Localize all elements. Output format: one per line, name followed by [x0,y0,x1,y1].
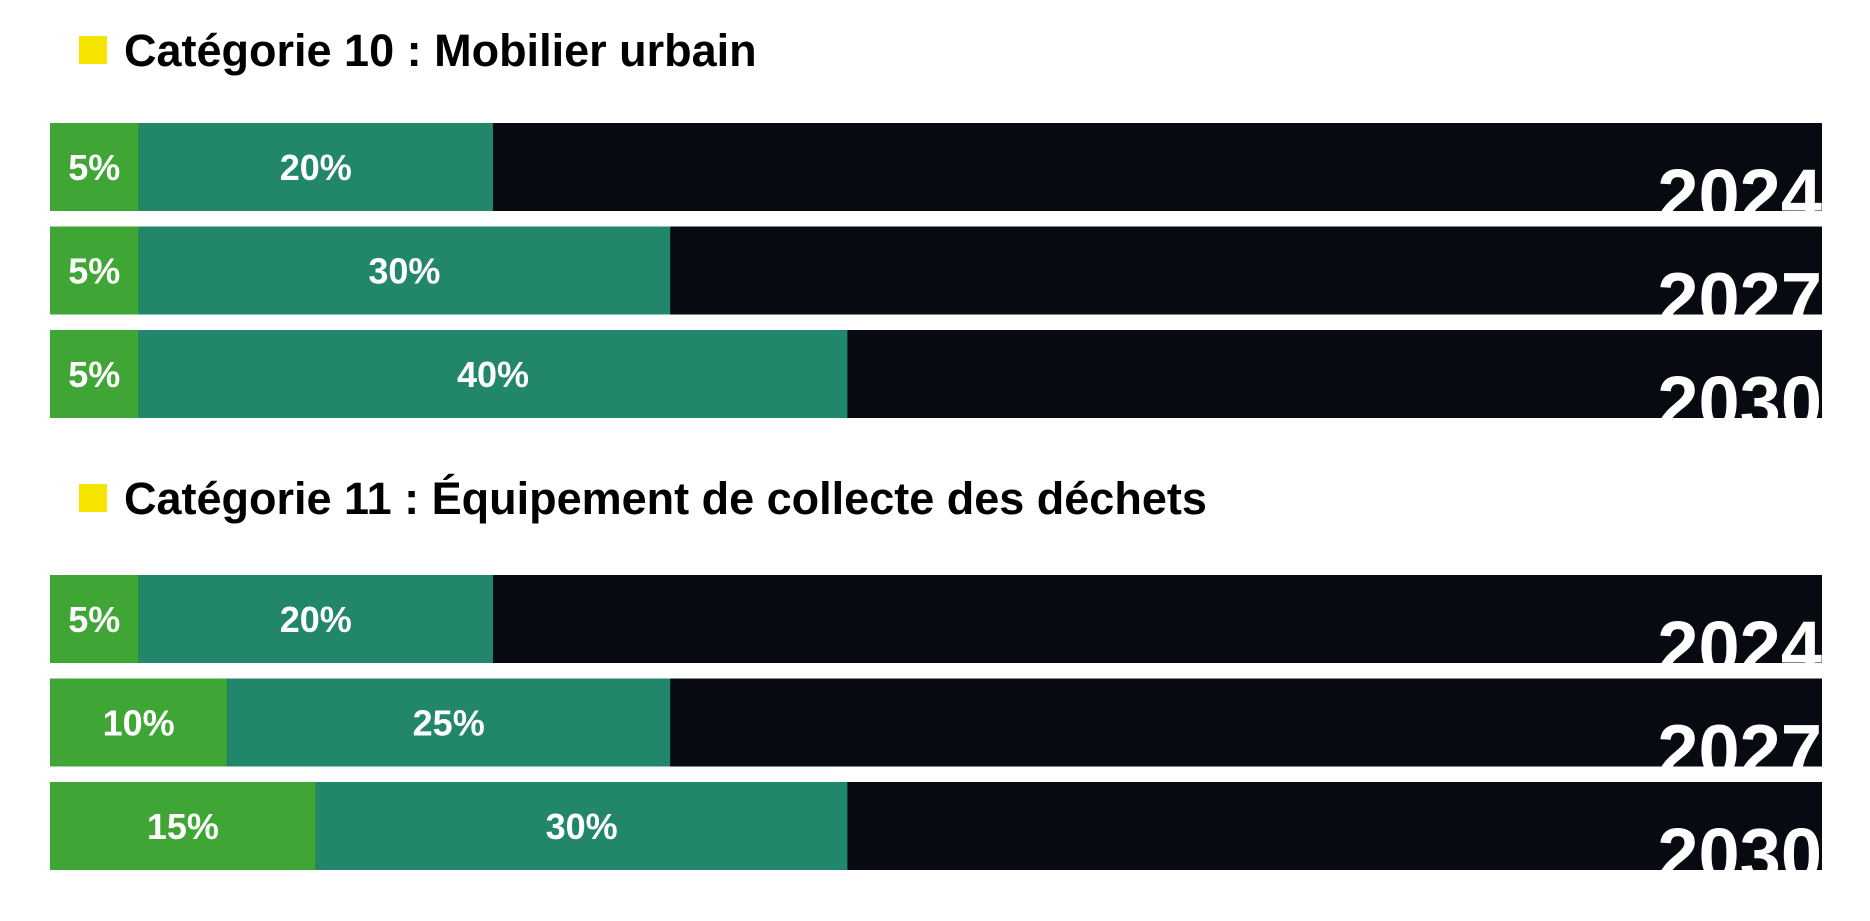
year-label: 2027 [1657,710,1822,793]
bar-row: 10% 25% 2027 [50,678,1822,793]
year-label: 2024 [1657,606,1822,689]
value-label: 30% [546,806,618,847]
value-label: 5% [68,599,120,640]
bar-segment [50,123,139,211]
title-marker [79,484,107,512]
year-label: 2030 [1657,813,1822,896]
value-label: 40% [457,354,529,395]
chart-title: Catégorie 10 : Mobilier urbain [124,25,757,76]
chart-title: Catégorie 11 : Équipement de collecte de… [124,473,1207,524]
bar-segment [315,782,848,870]
value-label: 20% [280,599,352,640]
bar-segment [138,123,493,211]
bar-row: 5% 40% 2030 [50,330,1822,444]
bar-segment [50,226,139,315]
value-label: 5% [68,147,120,188]
bar-row: 5% 20% 2024 [50,575,1822,689]
title-marker [79,36,107,64]
value-label: 10% [103,703,175,744]
bar-segment [138,226,671,315]
bar-segment [50,575,139,663]
bar-segment [50,678,228,767]
value-label: 5% [68,251,120,292]
bar-segment [50,782,316,870]
year-label: 2030 [1657,361,1822,444]
year-label: 2027 [1657,258,1822,341]
bar-row: 5% 20% 2024 [50,123,1822,237]
year-label: 2024 [1657,154,1822,237]
value-label: 25% [413,703,485,744]
value-label: 20% [280,147,352,188]
bar-segment [227,678,671,767]
bar-segment [138,575,493,663]
value-label: 30% [368,251,440,292]
bar-row: 5% 30% 2027 [50,226,1822,341]
bar-segment [138,330,848,418]
value-label: 15% [147,806,219,847]
bar-row: 15% 30% 2030 [50,782,1822,896]
bar-segment [50,330,139,418]
value-label: 5% [68,354,120,395]
